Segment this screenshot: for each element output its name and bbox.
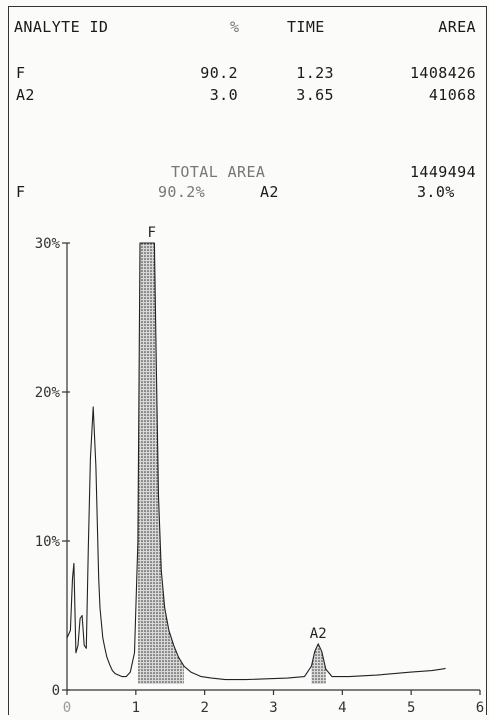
report-frame [8,6,487,715]
total-area-label: TOTAL AREA [171,163,266,181]
x-tick-label: 1 [132,700,140,716]
x-tick-label: 5 [407,700,415,716]
x-tick-label: 0 [63,700,71,716]
y-tick-label: 30% [35,236,61,252]
header-time: TIME [287,18,325,36]
row-a2-time: 3.65 [296,86,334,104]
row-f-area: 1408426 [409,64,476,82]
y-tick-label: 20% [35,385,61,401]
chromatogram-trace [66,242,446,681]
header-percent: % [230,18,240,36]
header-analyte-id: ANALYTE ID [14,18,109,36]
summary-f-id: F [16,183,26,201]
summary-a2-percent: 3.0% [417,183,455,201]
summary-a2-id: A2 [260,183,279,201]
x-tick-label: 2 [200,700,208,716]
total-area-value: 1449494 [409,163,476,181]
summary-f-percent: 90.2% [158,183,206,201]
row-f-percent: 90.2 [200,64,238,82]
peak-label-a2: A2 [310,626,327,642]
row-a2-id: A2 [16,86,35,104]
row-f-id: F [16,64,26,82]
row-a2-area: 41068 [428,86,476,104]
y-tick-label: 10% [35,534,61,550]
x-tick-label: 6 [476,700,484,716]
header-area: AREA [438,18,476,36]
y-tick-label: 0 [52,683,60,699]
peak-fill-a2 [311,643,326,684]
x-tick-label: 3 [269,700,277,716]
peak-fill-f [137,243,185,684]
peak-label-f: F [147,225,155,241]
x-tick-label: 4 [338,700,346,716]
row-a2-percent: 3.0 [209,86,238,104]
row-f-time: 1.23 [296,64,334,82]
